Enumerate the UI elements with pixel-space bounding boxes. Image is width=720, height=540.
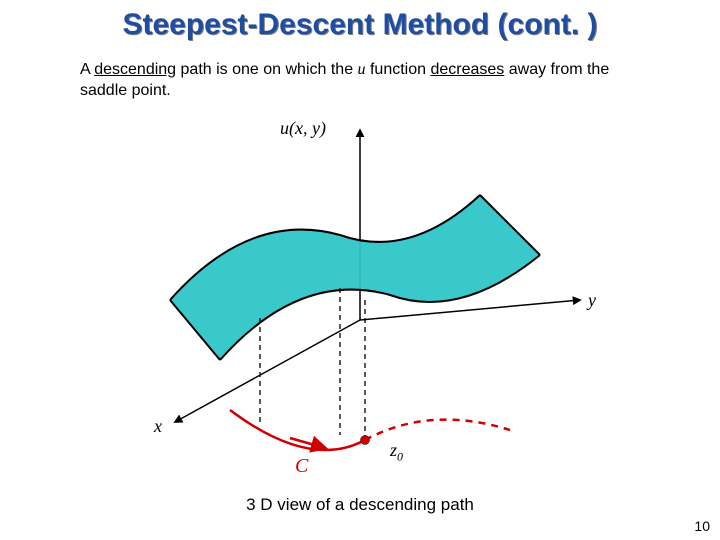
axis-y [360,300,580,320]
label-x: x [154,416,162,437]
saddle-surface-fill [170,195,540,360]
desc-descending: descending [94,61,176,78]
desc-mid1: path is one on which the [176,61,357,78]
desc-mid2: function [366,61,431,78]
path-c-dash [365,420,510,440]
label-z0: z0 [390,440,403,465]
label-y: y [588,290,596,311]
label-z0-z: z [390,440,397,460]
desc-decreases: decreases [430,61,504,78]
label-c: C [295,455,308,478]
label-uxy: u(x, y) [280,118,326,139]
slide-title: Steepest-Descent Method (cont. ) [0,8,720,42]
saddle-figure: u(x, y) y x C z0 [110,110,610,480]
saddle-point-dot [361,436,370,445]
description-text: A descending path is one on which the u … [80,60,640,102]
page-number: 10 [694,518,710,534]
desc-u: u [358,61,366,78]
saddle-svg [110,110,610,480]
desc-pre: A [80,61,94,78]
label-z0-sub: 0 [397,450,403,464]
path-c-solid [230,410,365,450]
figure-caption: 3 D view of a descending path [0,495,720,515]
